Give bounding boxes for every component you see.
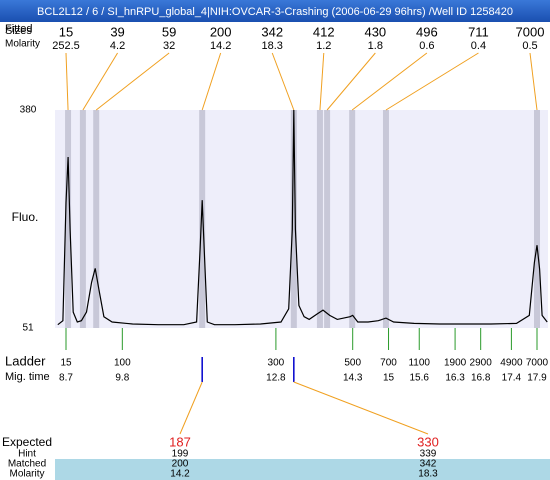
title-bar bbox=[0, 0, 550, 22]
plot-area bbox=[55, 110, 548, 328]
matched-band bbox=[55, 459, 550, 480]
ladder-time: 16.8 bbox=[471, 373, 491, 384]
header-label: Molarity bbox=[5, 39, 40, 50]
peak-molarity: 14.2 bbox=[210, 40, 231, 52]
peak-size: 15 bbox=[59, 24, 73, 39]
peak-band bbox=[79, 110, 86, 328]
matched-value: 342 bbox=[420, 459, 437, 470]
peak-connector bbox=[351, 52, 428, 111]
peak-connector bbox=[319, 52, 325, 111]
peak-size: 59 bbox=[162, 24, 176, 39]
peak-band bbox=[349, 110, 356, 328]
y-tick-label: 51 bbox=[22, 323, 34, 334]
hint-value: 199 bbox=[172, 449, 189, 460]
peak-size: 7000 bbox=[516, 24, 545, 39]
peak-connector bbox=[385, 52, 479, 111]
ladder-time: 15 bbox=[383, 373, 395, 384]
ladder-time: 17.4 bbox=[502, 373, 522, 384]
peak-band bbox=[290, 110, 297, 328]
ladder-time: 17.9 bbox=[527, 373, 547, 384]
ladder-size: 1900 bbox=[444, 358, 467, 369]
expected-value: 330 bbox=[417, 434, 439, 449]
peak-molarity: 32 bbox=[163, 40, 175, 52]
ladder-size: 7000 bbox=[526, 358, 549, 369]
peak-size: 412 bbox=[313, 24, 335, 39]
expected-connector bbox=[293, 381, 429, 435]
ladder-time: 15.6 bbox=[410, 373, 430, 384]
expected-value: 187 bbox=[169, 434, 191, 449]
peak-molarity: 1.8 bbox=[368, 40, 383, 52]
peak-connector bbox=[201, 52, 222, 111]
chart-title: BCL2L12 / 6 / SI_hnRPU_global_4|NIH:OVCA… bbox=[37, 6, 513, 18]
peak-band bbox=[533, 110, 540, 328]
ladder-size: 300 bbox=[268, 358, 285, 369]
trace bbox=[57, 109, 548, 326]
ladder-size: 4900 bbox=[500, 358, 523, 369]
peak-connector bbox=[65, 52, 69, 111]
row-label: Hint bbox=[18, 449, 36, 460]
peak-band bbox=[65, 110, 72, 328]
peak-band bbox=[93, 110, 100, 328]
peak-band bbox=[382, 110, 389, 328]
peak-size: 496 bbox=[416, 24, 438, 39]
peak-size: 711 bbox=[468, 24, 489, 39]
peak-molarity: 18.3 bbox=[262, 40, 283, 52]
peak-molarity: 252.5 bbox=[52, 40, 80, 52]
ladder-size: 15 bbox=[60, 358, 72, 369]
peak-band bbox=[316, 110, 323, 328]
peak-band bbox=[324, 110, 331, 328]
peak-connector bbox=[271, 52, 295, 111]
hint-value: 339 bbox=[420, 449, 437, 460]
header-label: Fitted bbox=[5, 23, 33, 35]
peak-size: 342 bbox=[261, 24, 283, 39]
peak-molarity: 1.2 bbox=[316, 40, 331, 52]
ladder-time: 9.8 bbox=[115, 373, 129, 384]
peak-molarity: 0.5 bbox=[522, 40, 537, 52]
ladder-label: Mig. time bbox=[5, 371, 50, 383]
ladder-size: 700 bbox=[380, 358, 397, 369]
ladder-size: 2900 bbox=[470, 358, 493, 369]
row-label: Matched bbox=[8, 459, 46, 470]
peak-molarity: 4.2 bbox=[110, 40, 125, 52]
peak-connector bbox=[82, 52, 118, 111]
peak-size: 430 bbox=[364, 24, 386, 39]
row-label: Molarity bbox=[9, 469, 44, 480]
peak-size: 39 bbox=[110, 24, 124, 39]
ladder-time: 8.7 bbox=[59, 373, 73, 384]
peak-molarity: 0.4 bbox=[471, 40, 486, 52]
ladder-time: 12.8 bbox=[266, 373, 286, 384]
molarity-value: 18.3 bbox=[418, 469, 438, 480]
y-tick-label: 380 bbox=[20, 105, 37, 116]
row-label: Expected bbox=[2, 435, 52, 449]
ladder-time: 16.3 bbox=[445, 373, 465, 384]
matched-value: 200 bbox=[172, 459, 189, 470]
ladder-size: 500 bbox=[344, 358, 361, 369]
expected-connector bbox=[179, 381, 203, 435]
peak-connector bbox=[95, 52, 170, 111]
peak-molarity: 0.6 bbox=[419, 40, 434, 52]
ladder-size: 1100 bbox=[408, 358, 430, 369]
molarity-value: 14.2 bbox=[170, 469, 190, 480]
peak-connector bbox=[529, 52, 538, 111]
ladder-size: 100 bbox=[114, 358, 131, 369]
header-label: Sizes bbox=[5, 25, 32, 37]
peak-size: 200 bbox=[210, 24, 232, 39]
ladder-label: Ladder bbox=[5, 353, 46, 368]
peak-connector bbox=[326, 52, 376, 111]
peak-band bbox=[199, 110, 206, 328]
ladder-time: 14.3 bbox=[343, 373, 363, 384]
y-axis-label: Fluo. bbox=[12, 210, 39, 224]
